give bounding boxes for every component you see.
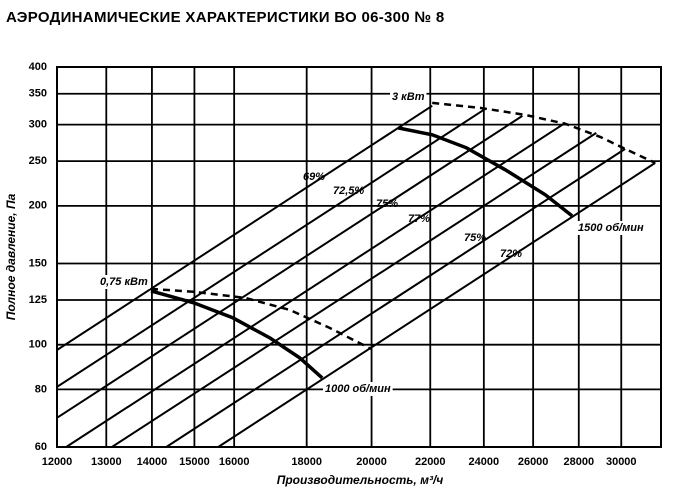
efficiency-label: 72% xyxy=(500,248,522,260)
x-tick-label: 30000 xyxy=(606,456,637,468)
efficiency-label: 77% xyxy=(408,213,430,225)
efficiency-label: 69% xyxy=(303,171,325,183)
chart-title: АЭРОДИНАМИЧЕСКИЕ ХАРАКТЕРИСТИКИ ВО 06-30… xyxy=(6,9,445,26)
y-tick-label: 100 xyxy=(29,339,47,351)
label-bg xyxy=(98,275,150,289)
y-tick-label: 300 xyxy=(29,119,47,131)
efficiency-label: 75% xyxy=(464,232,486,244)
y-tick-label: 200 xyxy=(29,200,47,212)
efficiency-label: 75% xyxy=(376,198,398,210)
plot-frame xyxy=(56,66,662,448)
curve-label: 1000 об/мин xyxy=(325,383,391,395)
x-tick-label: 14000 xyxy=(137,456,168,468)
x-tick-label: 24000 xyxy=(469,456,500,468)
efficiency-line xyxy=(56,115,523,419)
curve-label: 3 кВт xyxy=(392,91,425,103)
curve-label: 0,75 кВт xyxy=(100,276,148,288)
efficiency-line xyxy=(111,132,597,448)
x-tick-label: 15000 xyxy=(179,456,210,468)
y-tick-label: 250 xyxy=(29,155,47,167)
y-tick-label: 80 xyxy=(35,383,47,395)
x-tick-label: 13000 xyxy=(91,456,122,468)
y-tick-label: 400 xyxy=(29,61,47,73)
label-bg xyxy=(576,221,646,235)
power-curve xyxy=(432,101,656,165)
speed-curve xyxy=(150,289,324,380)
x-tick-label: 12000 xyxy=(42,456,73,468)
efficiency-line xyxy=(56,107,486,388)
efficiency-label: 72,5% xyxy=(333,185,364,197)
y-tick-label: 350 xyxy=(29,88,47,100)
x-tick-label: 22000 xyxy=(415,456,446,468)
label-bg xyxy=(390,90,427,104)
y-tick-label: 150 xyxy=(29,257,47,269)
label-bg xyxy=(323,382,393,396)
efficiency-line xyxy=(217,162,656,448)
x-tick-label: 26000 xyxy=(518,456,549,468)
x-tick-label: 28000 xyxy=(563,456,594,468)
x-tick-label: 18000 xyxy=(291,456,322,468)
x-tick-label: 20000 xyxy=(356,456,387,468)
y-axis-label: Полное давление, Па xyxy=(4,193,18,320)
x-tick-label: 16000 xyxy=(219,456,250,468)
efficiency-line xyxy=(65,121,566,448)
y-tick-label: 60 xyxy=(35,441,47,453)
power-curve xyxy=(150,287,372,351)
speed-curve xyxy=(397,126,574,218)
curve-label: 1500 об/мин xyxy=(578,222,644,234)
x-axis-label: Производительность, м³/ч xyxy=(277,473,444,487)
efficiency-line xyxy=(56,104,433,351)
y-tick-label: 125 xyxy=(29,294,47,306)
